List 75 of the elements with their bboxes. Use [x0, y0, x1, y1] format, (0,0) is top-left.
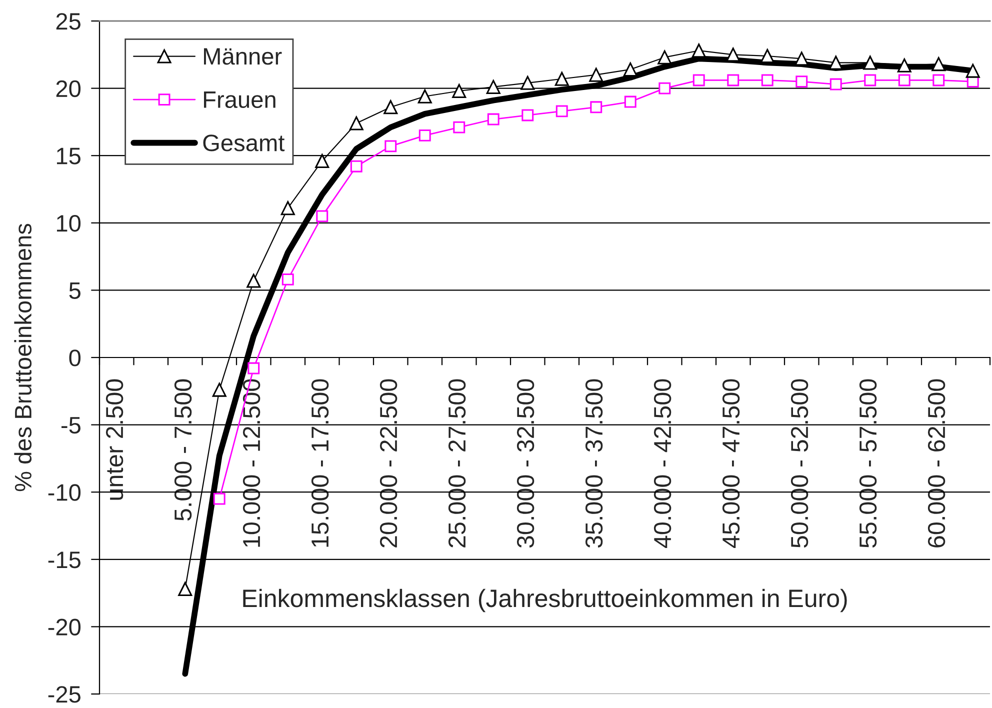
- point: [520, 76, 535, 90]
- y-tick-label: -25: [48, 686, 80, 703]
- point: [486, 80, 500, 94]
- point: [556, 105, 568, 118]
- point: [350, 160, 362, 172]
- legend-label: Frauen: [204, 92, 276, 108]
- point: [966, 64, 980, 78]
- point: [487, 113, 500, 126]
- point: [796, 76, 808, 88]
- point: [213, 492, 226, 505]
- x-tick-label: 25.000 - 27.500: [448, 379, 466, 548]
- point: [932, 74, 945, 86]
- point: [760, 48, 774, 64]
- point: [248, 362, 260, 374]
- point: [898, 74, 910, 86]
- point: [384, 140, 397, 152]
- point: [384, 100, 398, 114]
- point: [418, 89, 432, 104]
- point: [522, 109, 534, 122]
- point: [282, 273, 294, 286]
- point: [727, 74, 740, 86]
- y-tick-label: 10: [56, 214, 81, 232]
- x-tick-label: 20.000 - 22.500: [380, 379, 398, 548]
- y-tick-label: -10: [48, 484, 81, 501]
- point: [932, 57, 946, 72]
- point: [658, 50, 672, 64]
- x-tick-label: 50.000 - 52.500: [790, 379, 808, 548]
- point: [589, 68, 604, 82]
- x-tick-label: 30.000 - 32.500: [516, 379, 534, 548]
- x-tick-label: 5.000 - 7.500: [174, 379, 192, 521]
- y-tick-label: 15: [56, 148, 80, 164]
- point: [590, 101, 602, 114]
- point: [794, 52, 809, 66]
- y-tick-label: 20: [56, 80, 81, 98]
- x-tick-label: 10.000 - 12.500: [242, 379, 260, 547]
- point: [452, 84, 466, 98]
- legend-label: Männer: [204, 48, 282, 65]
- point: [897, 58, 912, 72]
- legend-label: Gesamt: [203, 134, 285, 152]
- point: [692, 74, 705, 86]
- point: [761, 74, 774, 86]
- y-tick-label: 0: [69, 350, 81, 366]
- x-tick-label: 15.000 - 17.500: [311, 379, 329, 547]
- point: [212, 382, 226, 397]
- point: [280, 201, 295, 216]
- y-tick-label: -15: [48, 552, 80, 568]
- point: [624, 96, 636, 108]
- y-tick-label: 5: [69, 282, 80, 299]
- y-tick-label: -5: [62, 417, 80, 434]
- point: [453, 121, 466, 134]
- x-tick-label: 45.000 - 47.500: [722, 379, 740, 548]
- x-tick-label: 35.000 - 37.500: [585, 379, 603, 548]
- point: [658, 82, 671, 94]
- x-tick-label: 40.000 - 42.500: [654, 379, 672, 548]
- y-axis-title: % des Bruttoeinkommens: [14, 224, 32, 492]
- y-tick-label: -20: [48, 618, 81, 636]
- x-axis-title: Einkommensklassen (Jahresbruttoeinkommen in Euro): [243, 588, 847, 612]
- point: [418, 129, 431, 142]
- point: [692, 44, 706, 58]
- point: [830, 78, 842, 90]
- point: [623, 62, 638, 76]
- x-tick-label: 60.000 - 62.500: [928, 379, 946, 548]
- point: [828, 56, 843, 70]
- point: [864, 74, 876, 86]
- point: [349, 116, 364, 130]
- point: [554, 72, 569, 86]
- x-tick-label: unter 2.500: [106, 379, 124, 500]
- point: [316, 210, 328, 222]
- point: [178, 582, 192, 596]
- point: [726, 48, 740, 62]
- point: [863, 56, 878, 70]
- x-tick-label: 55.000 - 57.500: [859, 379, 877, 548]
- point: [315, 154, 330, 168]
- y-tick-label: 25: [56, 13, 80, 30]
- point: [246, 274, 261, 288]
